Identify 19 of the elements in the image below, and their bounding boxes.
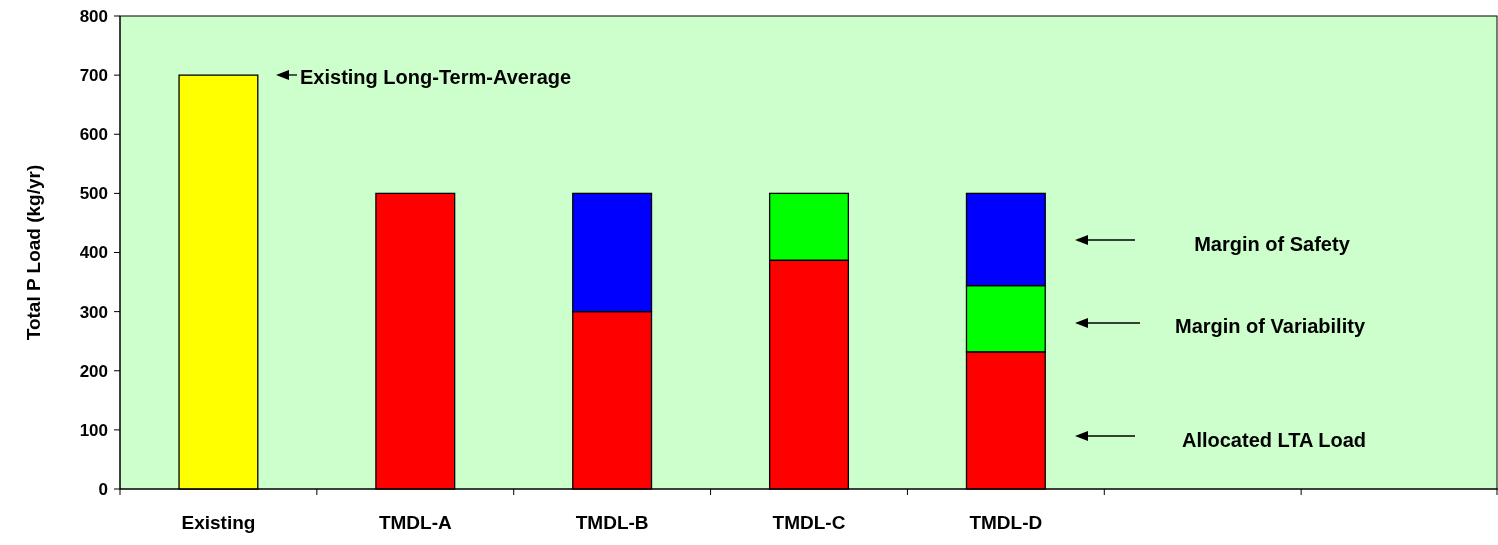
- y-tick-label: 600: [79, 125, 108, 145]
- annotation: Margin of Safety: [1194, 233, 1351, 255]
- x-tick-label: TMDL-C: [772, 512, 846, 533]
- y-tick-label: 100: [79, 420, 108, 440]
- annotation: Allocated LTA Load: [1181, 429, 1367, 451]
- y-tick-label: 200: [79, 361, 108, 381]
- y-tick-label: 0: [98, 479, 108, 499]
- annotation: Existing Long-Term-Average: [300, 66, 572, 88]
- x-tick-label: Existing: [181, 512, 256, 533]
- y-axis-title: Total P Load (kg/yr): [23, 164, 44, 341]
- y-tick-label: 700: [79, 66, 108, 86]
- x-tick-label: TMDL-A: [378, 512, 452, 533]
- annotation: Margin of Variability: [1174, 315, 1366, 337]
- y-tick-label: 400: [79, 243, 108, 263]
- x-tick-label: TMDL-D: [969, 512, 1043, 533]
- y-tick-label: 800: [79, 6, 108, 26]
- y-tick-label: 300: [79, 302, 108, 322]
- x-tick-label: TMDL-B: [575, 512, 649, 533]
- y-tick-label: 500: [79, 184, 108, 204]
